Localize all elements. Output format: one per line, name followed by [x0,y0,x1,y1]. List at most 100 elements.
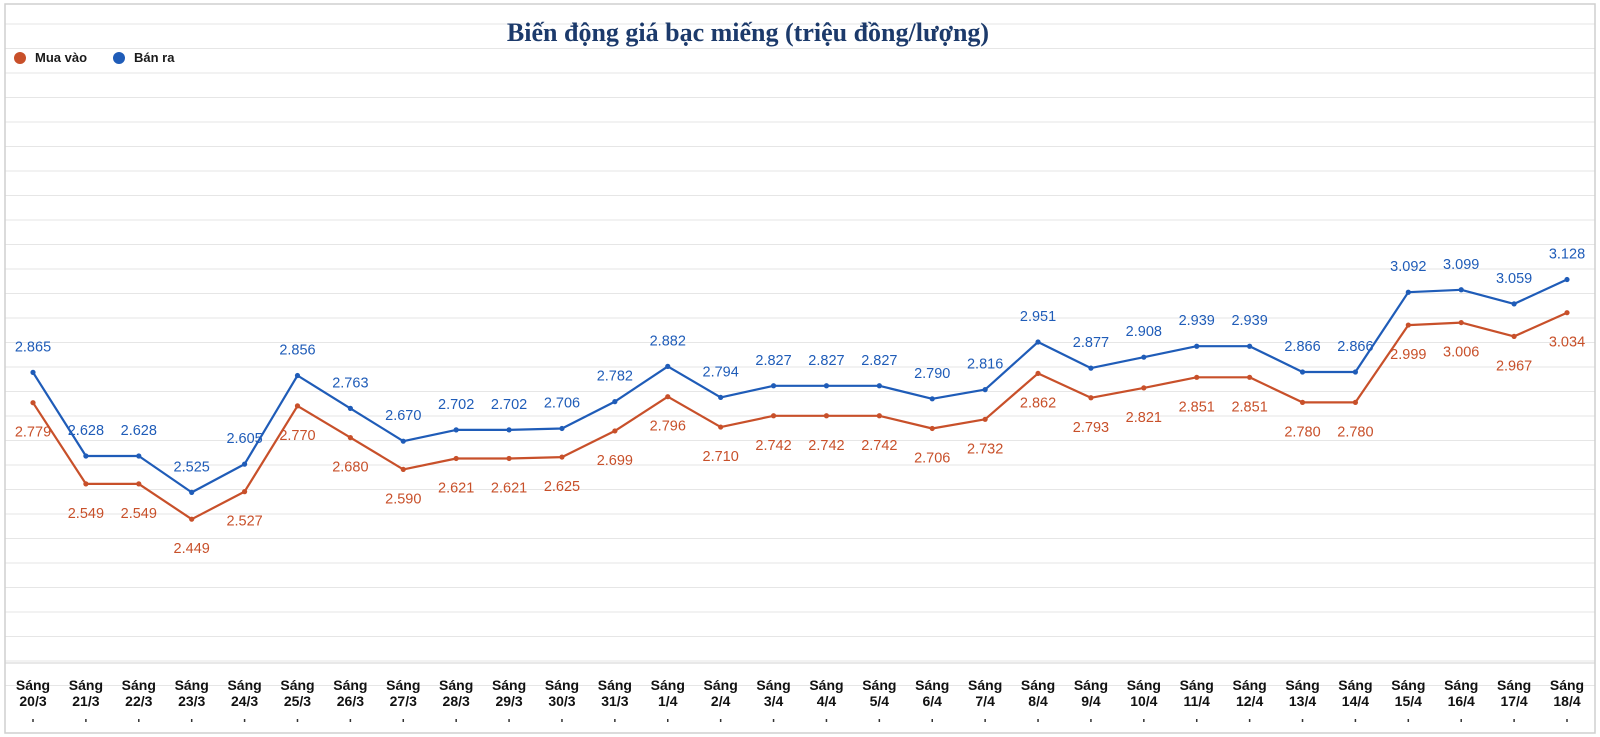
legend-marker-mua-vao [14,52,26,64]
data-label-mua-vao: 2.699 [597,453,633,469]
data-point-mua-vao[interactable] [83,481,89,487]
data-point-mua-vao[interactable] [876,413,882,419]
data-label-ban-ra: 2.702 [438,397,474,413]
data-point-ban-ra[interactable] [1088,365,1094,371]
data-point-mua-vao[interactable] [559,454,565,460]
x-tick-label: Sáng 10/4 [1127,677,1161,709]
data-point-ban-ra[interactable] [453,427,459,433]
data-label-mua-vao: 2.549 [121,506,157,522]
data-point-ban-ra[interactable] [294,372,301,379]
data-point-mua-vao[interactable] [506,455,512,462]
data-point-mua-vao[interactable] [30,400,36,406]
data-point-ban-ra[interactable] [770,383,777,389]
data-point-ban-ra[interactable] [1299,369,1306,375]
data-point-mua-vao[interactable] [1564,310,1570,316]
data-point-ban-ra[interactable] [823,383,830,389]
x-tick-label: Sáng 1/4 [651,677,685,709]
data-point-mua-vao[interactable] [347,435,353,441]
data-point-mua-vao[interactable] [1299,399,1306,405]
data-label-ban-ra: 2.702 [491,397,527,413]
data-label-mua-vao: 2.779 [15,425,51,441]
data-label-mua-vao: 2.527 [226,514,262,530]
data-point-mua-vao[interactable] [1088,395,1094,401]
data-point-mua-vao[interactable] [294,403,301,409]
data-point-ban-ra[interactable] [1564,276,1570,283]
data-point-ban-ra[interactable] [612,399,618,405]
data-point-mua-vao[interactable] [453,455,459,462]
x-tick-label: Sáng 4/4 [809,677,843,709]
data-point-mua-vao[interactable] [189,516,195,522]
data-label-mua-vao: 2.706 [914,450,950,466]
legend-item-ban-ra[interactable]: Bán ra [113,50,175,65]
data-point-ban-ra[interactable] [1405,289,1411,295]
data-label-ban-ra: 3.099 [1443,257,1479,273]
data-point-mua-vao[interactable] [665,394,671,400]
x-tick-label: Sáng 24/3 [227,677,261,709]
series-layer [30,276,1570,522]
data-point-ban-ra[interactable] [665,363,671,369]
data-point-ban-ra[interactable] [559,425,565,432]
data-point-ban-ra[interactable] [1458,287,1464,293]
legend: Mua vào Bán ra [14,50,175,65]
data-label-ban-ra: 2.865 [15,339,51,355]
legend-label-ban-ra: Bán ra [134,50,175,65]
data-point-mua-vao[interactable] [400,466,406,473]
data-point-ban-ra[interactable] [1035,339,1041,345]
x-tick-label: Sáng 27/3 [386,677,420,709]
data-point-mua-vao[interactable] [1141,385,1147,391]
data-point-ban-ra[interactable] [241,461,248,467]
data-point-ban-ra[interactable] [347,405,353,411]
data-point-ban-ra[interactable] [1141,354,1147,360]
x-tick-label: Sáng 2/4 [704,677,738,709]
data-point-mua-vao[interactable] [718,424,724,430]
data-point-ban-ra[interactable] [400,438,406,444]
data-label-mua-vao: 2.862 [1020,395,1056,411]
data-point-mua-vao[interactable] [982,416,988,422]
data-point-ban-ra[interactable] [1352,369,1359,375]
x-tick-label: Sáng 7/4 [968,677,1002,709]
data-label-ban-ra: 2.951 [1020,309,1056,325]
data-point-ban-ra[interactable] [1511,301,1517,307]
x-tick-label: Sáng 5/4 [862,677,896,709]
data-point-mua-vao[interactable] [136,481,142,487]
data-point-ban-ra[interactable] [506,427,512,433]
data-label-ban-ra: 2.877 [1073,335,1109,351]
data-point-mua-vao[interactable] [1352,399,1359,405]
data-point-ban-ra[interactable] [982,387,988,393]
data-label-mua-vao: 2.742 [808,438,844,454]
data-point-mua-vao[interactable] [823,413,830,419]
data-point-ban-ra[interactable] [189,489,195,495]
data-point-ban-ra[interactable] [718,394,724,401]
data-label-mua-vao: 2.967 [1496,358,1532,374]
data-label-ban-ra: 2.908 [1126,324,1162,340]
data-point-ban-ra[interactable] [30,369,36,375]
data-label-ban-ra: 2.782 [597,369,633,385]
data-point-ban-ra[interactable] [83,453,89,459]
data-point-mua-vao[interactable] [1405,322,1411,328]
data-point-mua-vao[interactable] [1511,333,1517,339]
data-point-ban-ra[interactable] [1194,343,1200,349]
data-label-ban-ra: 2.525 [174,459,210,475]
data-point-mua-vao[interactable] [929,425,935,432]
data-point-mua-vao[interactable] [770,413,777,419]
legend-item-mua-vao[interactable]: Mua vào [14,50,87,65]
data-point-ban-ra[interactable] [136,453,142,459]
data-point-ban-ra[interactable] [929,396,935,402]
data-point-mua-vao[interactable] [1194,374,1200,380]
data-point-mua-vao[interactable] [612,428,618,434]
data-point-mua-vao[interactable] [1247,374,1253,380]
data-point-mua-vao[interactable] [1458,319,1464,326]
data-point-mua-vao[interactable] [1035,370,1041,377]
data-label-ban-ra: 2.670 [385,408,421,424]
data-point-ban-ra[interactable] [876,383,882,389]
data-label-ban-ra: 2.827 [861,353,897,369]
data-point-ban-ra[interactable] [1247,343,1253,349]
data-label-ban-ra: 2.628 [68,423,104,439]
data-point-mua-vao[interactable] [241,489,248,495]
data-label-mua-vao: 2.680 [332,460,368,476]
x-tick-label: Sáng 8/4 [1021,677,1055,709]
data-label-mua-vao: 2.793 [1073,420,1109,436]
x-tick-label: Sáng 22/3 [122,677,156,709]
data-label-mua-vao: 2.780 [1337,424,1373,440]
data-label-ban-ra: 2.605 [226,431,262,447]
